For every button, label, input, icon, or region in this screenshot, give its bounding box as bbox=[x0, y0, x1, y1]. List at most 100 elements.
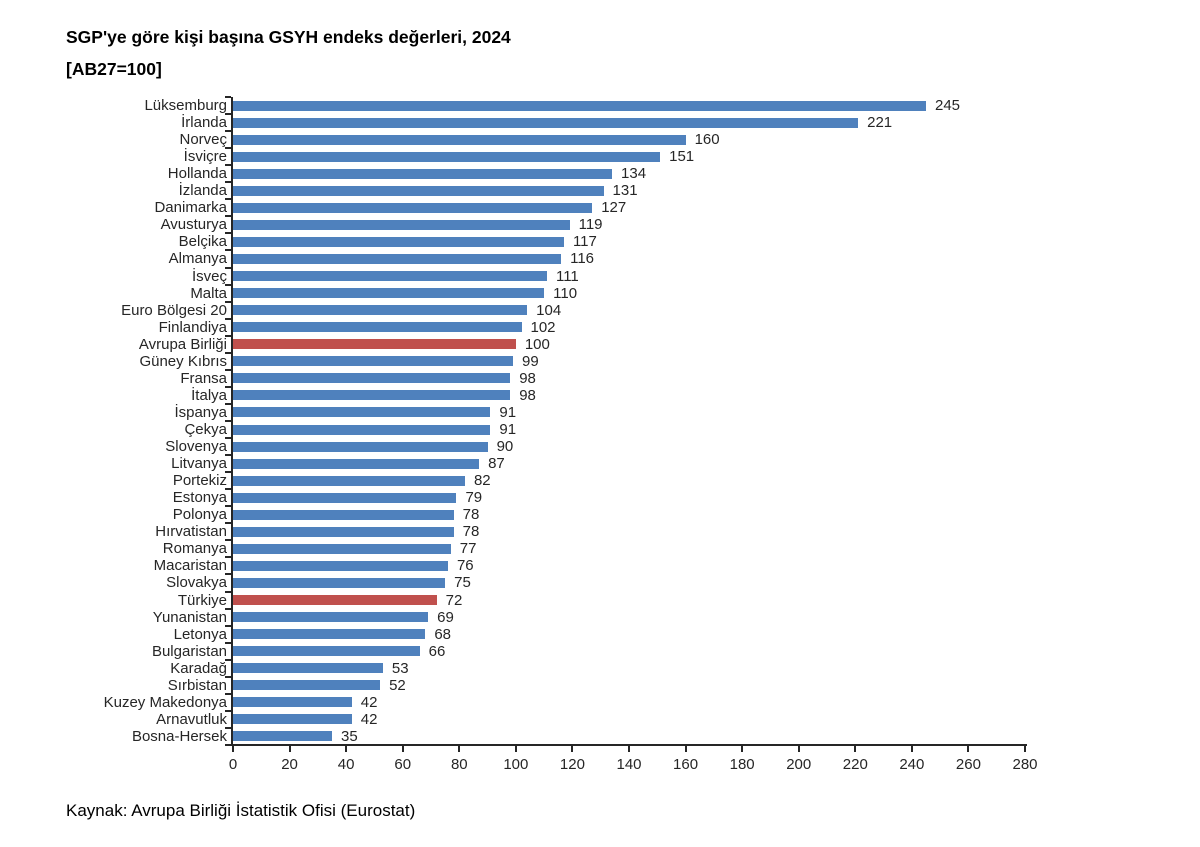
y-axis-tick bbox=[225, 744, 231, 746]
category-label: Portekiz bbox=[172, 472, 227, 490]
value-label: 221 bbox=[867, 114, 893, 132]
value-label: 91 bbox=[499, 421, 517, 438]
value-label: 78 bbox=[462, 523, 480, 541]
bar bbox=[233, 714, 352, 725]
value-label: 245 bbox=[935, 97, 961, 114]
bar bbox=[233, 731, 332, 742]
bar bbox=[233, 663, 383, 674]
y-axis-tick bbox=[225, 488, 231, 491]
bar bbox=[233, 475, 465, 486]
bar bbox=[233, 390, 511, 401]
y-axis-tick bbox=[225, 624, 231, 627]
category-label: Avrupa Birliği bbox=[138, 335, 227, 353]
source-note: Kaynak: Avrupa Birliği İstatistik Ofisi … bbox=[66, 801, 416, 820]
y-axis-tick bbox=[225, 368, 231, 371]
x-axis-tick bbox=[514, 746, 517, 752]
chart-title: SGP'ye göre kişi başına GSYH endeks değe… bbox=[66, 27, 511, 47]
y-axis-tick bbox=[225, 96, 231, 98]
y-axis-tick bbox=[225, 317, 231, 320]
bar bbox=[233, 407, 491, 418]
y-axis-tick bbox=[225, 300, 231, 303]
bar bbox=[233, 629, 426, 640]
value-label: 151 bbox=[669, 148, 695, 166]
category-label: Estonya bbox=[172, 489, 227, 507]
value-label: 77 bbox=[459, 540, 477, 558]
value-label: 35 bbox=[341, 727, 358, 745]
category-label: İsviçre bbox=[183, 148, 227, 166]
value-label: 117 bbox=[572, 233, 597, 251]
x-axis-line bbox=[231, 744, 1027, 746]
value-label: 99 bbox=[522, 352, 539, 370]
x-axis-tick bbox=[854, 746, 857, 752]
y-axis-tick bbox=[225, 351, 231, 354]
category-label: Karadağ bbox=[170, 659, 227, 677]
x-axis-tick bbox=[967, 746, 970, 752]
y-axis-tick bbox=[225, 266, 231, 269]
title-block: SGP'ye göre kişi başına GSYH endeks değe… bbox=[66, 21, 511, 85]
category-label: Arnavutluk bbox=[156, 710, 227, 728]
bar bbox=[233, 612, 429, 623]
x-axis-tick-label: 160 bbox=[673, 756, 699, 773]
value-label: 131 bbox=[612, 182, 638, 200]
x-axis-tick bbox=[910, 746, 913, 752]
value-label: 116 bbox=[570, 250, 595, 268]
y-axis-tick bbox=[225, 641, 231, 644]
category-label: Güney Kıbrıs bbox=[139, 352, 227, 370]
value-label: 72 bbox=[445, 591, 463, 609]
value-label: 76 bbox=[456, 557, 474, 575]
y-axis-tick bbox=[225, 454, 231, 457]
x-axis-tick bbox=[458, 746, 461, 752]
value-label: 90 bbox=[496, 438, 514, 456]
bar bbox=[233, 288, 545, 299]
bar bbox=[233, 560, 448, 571]
x-axis-tick bbox=[232, 746, 234, 752]
x-axis-tick-label: 220 bbox=[842, 756, 868, 773]
x-axis-tick bbox=[1024, 746, 1026, 752]
y-axis-tick bbox=[225, 573, 231, 576]
category-label: Türkiye bbox=[177, 591, 227, 609]
category-label: İrlanda bbox=[181, 114, 227, 132]
category-label: Macaristan bbox=[153, 557, 227, 575]
y-axis-line bbox=[231, 97, 233, 745]
y-axis-tick bbox=[225, 402, 231, 405]
x-axis-tick-label: 280 bbox=[1012, 756, 1038, 773]
y-axis-tick bbox=[225, 726, 231, 729]
category-label: Avusturya bbox=[160, 216, 227, 234]
category-label: Almanya bbox=[168, 250, 227, 268]
y-axis-tick bbox=[225, 590, 231, 593]
bar bbox=[233, 185, 604, 196]
y-axis-tick bbox=[225, 420, 231, 422]
value-label: 69 bbox=[437, 608, 454, 626]
value-label: 110 bbox=[553, 284, 578, 302]
bar bbox=[233, 100, 926, 111]
y-axis-tick bbox=[225, 692, 231, 695]
value-label: 66 bbox=[428, 642, 446, 660]
bar bbox=[233, 134, 686, 145]
x-axis-tick-label: 60 bbox=[394, 756, 412, 773]
x-axis-tick-label: 80 bbox=[450, 756, 468, 773]
category-label: Romanya bbox=[162, 540, 227, 558]
chart-subtitle: [AB27=100] bbox=[66, 59, 162, 79]
y-axis-tick bbox=[225, 164, 231, 167]
value-label: 68 bbox=[434, 625, 452, 643]
bar bbox=[233, 441, 488, 452]
value-label: 102 bbox=[530, 318, 556, 336]
category-label: Malta bbox=[190, 284, 227, 302]
bar bbox=[233, 202, 593, 213]
category-label: Fransa bbox=[180, 369, 227, 387]
value-label: 79 bbox=[465, 489, 483, 507]
x-axis-tick-label: 200 bbox=[786, 756, 812, 773]
bar bbox=[233, 526, 454, 537]
bar bbox=[233, 424, 491, 435]
value-label: 42 bbox=[360, 693, 378, 711]
y-axis-tick bbox=[225, 385, 231, 388]
category-label: Polonya bbox=[172, 506, 227, 524]
value-label: 52 bbox=[389, 676, 406, 694]
value-label: 75 bbox=[454, 574, 471, 592]
category-label: Sırbistan bbox=[167, 676, 227, 694]
bar bbox=[233, 356, 514, 367]
y-axis-tick bbox=[225, 215, 231, 218]
y-axis-tick bbox=[225, 147, 231, 150]
